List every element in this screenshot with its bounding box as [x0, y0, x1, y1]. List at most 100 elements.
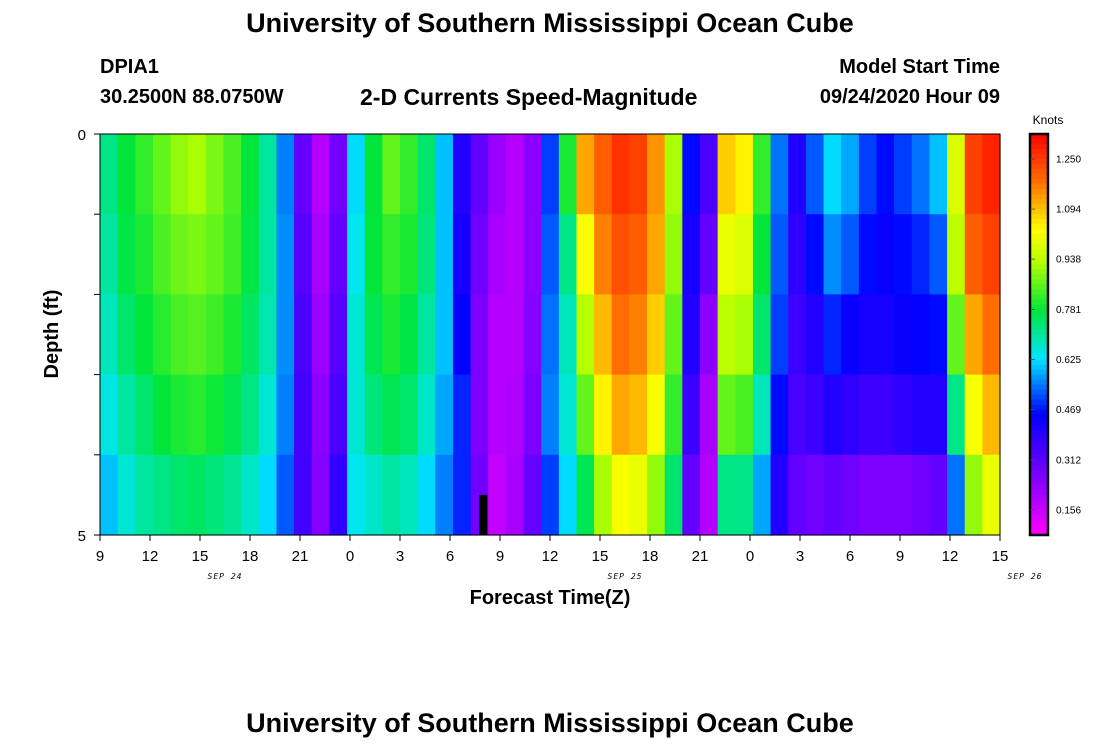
heatmap-cell [100, 294, 119, 376]
heatmap-cell [823, 214, 842, 295]
heatmap-cell [188, 454, 207, 536]
colorbar-segment [1030, 269, 1048, 275]
heatmap-cell [276, 374, 295, 456]
colorbar-segment [1030, 209, 1048, 215]
heatmap-cell [805, 374, 825, 456]
colorbar-segment [1030, 519, 1048, 526]
heatmap-cell [964, 454, 983, 536]
colorbar-segment [1030, 374, 1048, 381]
heatmap-cell [294, 454, 313, 536]
x-axis-title: Forecast Time(Z) [470, 587, 631, 609]
heatmap-cell [135, 294, 154, 376]
heatmap-cell [876, 214, 895, 295]
heatmap-cell [470, 374, 489, 456]
heatmap-cell [188, 374, 207, 456]
heatmap-cell [311, 294, 331, 376]
x-tick-label: 6 [846, 548, 854, 565]
heatmap-cell [735, 454, 754, 536]
x-tick-label: 9 [96, 548, 104, 565]
y-tick-label: 0 [78, 127, 86, 144]
x-tick-label: 12 [542, 548, 559, 565]
x-tick-label: 12 [942, 548, 959, 565]
colorbar-segment [1030, 264, 1048, 270]
heatmap-cell [258, 294, 278, 376]
heatmap-cell [347, 214, 366, 295]
colorbar-frame [1028, 132, 1050, 537]
heatmap-cell [805, 134, 825, 215]
colorbar-segment [1030, 514, 1048, 521]
heatmap-cell [223, 134, 242, 215]
heatmap-cell [629, 374, 648, 456]
heatmap-cell [929, 134, 948, 215]
colorbar-segment [1030, 484, 1048, 491]
heatmap-cell [947, 454, 966, 536]
x-tick-label: 12 [142, 548, 159, 565]
heatmap-cell [347, 454, 366, 536]
heatmap-cell [400, 294, 419, 376]
heatmap-cell [964, 214, 983, 295]
heatmap-cell [647, 454, 666, 536]
heatmap-cell [400, 134, 419, 215]
heatmap-cell [382, 454, 401, 536]
heatmap-cell [258, 454, 278, 536]
heatmap-cell [876, 294, 895, 376]
heatmap-cell [505, 214, 525, 295]
heatmap-cell [417, 134, 436, 215]
colorbar-segment [1030, 234, 1048, 240]
colorbar-segment [1030, 434, 1048, 441]
heatmap-cell [205, 134, 225, 215]
heatmap-cell [682, 374, 701, 456]
heatmap-cell [400, 214, 419, 295]
heatmap-cell [241, 214, 260, 295]
colorbar-segment [1030, 294, 1048, 301]
heatmap-cell [311, 134, 331, 215]
x-tick-label: 18 [642, 548, 659, 565]
heatmap-cell [576, 134, 595, 215]
station-id: DPIA1 [100, 56, 159, 78]
heatmap-cell [311, 214, 331, 295]
heatmap-cell [788, 454, 807, 536]
x-tick-label: 9 [496, 548, 504, 565]
heatmap-cell [594, 454, 613, 536]
colorbar-segment [1030, 379, 1048, 386]
heatmap-cell [541, 454, 560, 536]
colorbar-segment [1030, 464, 1048, 471]
heatmap-cell [823, 454, 842, 536]
heatmap-cell [152, 294, 172, 376]
heatmap-cell [188, 214, 207, 295]
heatmap-cell [258, 374, 278, 456]
colorbar-segment [1030, 184, 1048, 190]
heatmap-cell [682, 214, 701, 295]
heatmap-cell [347, 294, 366, 376]
heatmap-cell [170, 374, 189, 456]
heatmap-cell [311, 374, 331, 456]
heatmap-cell [470, 294, 489, 376]
heatmap-cell [558, 134, 578, 215]
colorbar-segment [1030, 459, 1048, 466]
x-tick-label: 6 [446, 548, 454, 565]
model-start-time: 09/24/2020 Hour 09 [819, 86, 1000, 108]
heatmap-cell [223, 214, 242, 295]
heatmap-cell [611, 214, 631, 295]
heatmap-cell [858, 134, 878, 215]
x-tick-label: 3 [796, 548, 804, 565]
heatmap-cell [329, 454, 348, 536]
heatmap-cell [117, 214, 136, 295]
x-tick-label: 18 [242, 548, 259, 565]
heatmap-cell [152, 454, 172, 536]
heatmap-cell [770, 454, 789, 536]
colorbar-segment [1030, 189, 1048, 195]
colorbar-segment [1030, 429, 1048, 436]
heatmap-cell [135, 214, 154, 295]
heatmap-cell [152, 134, 172, 215]
heatmap-cell [823, 374, 842, 456]
heatmap-cell [717, 374, 736, 456]
now-marker [479, 494, 488, 535]
heatmap-cell [929, 374, 948, 456]
heatmap-cell [594, 294, 613, 376]
heatmap-cell [841, 214, 860, 295]
heatmap-cell [629, 294, 648, 376]
x-tick-label: 0 [346, 548, 354, 565]
heatmap-cell [788, 214, 807, 295]
